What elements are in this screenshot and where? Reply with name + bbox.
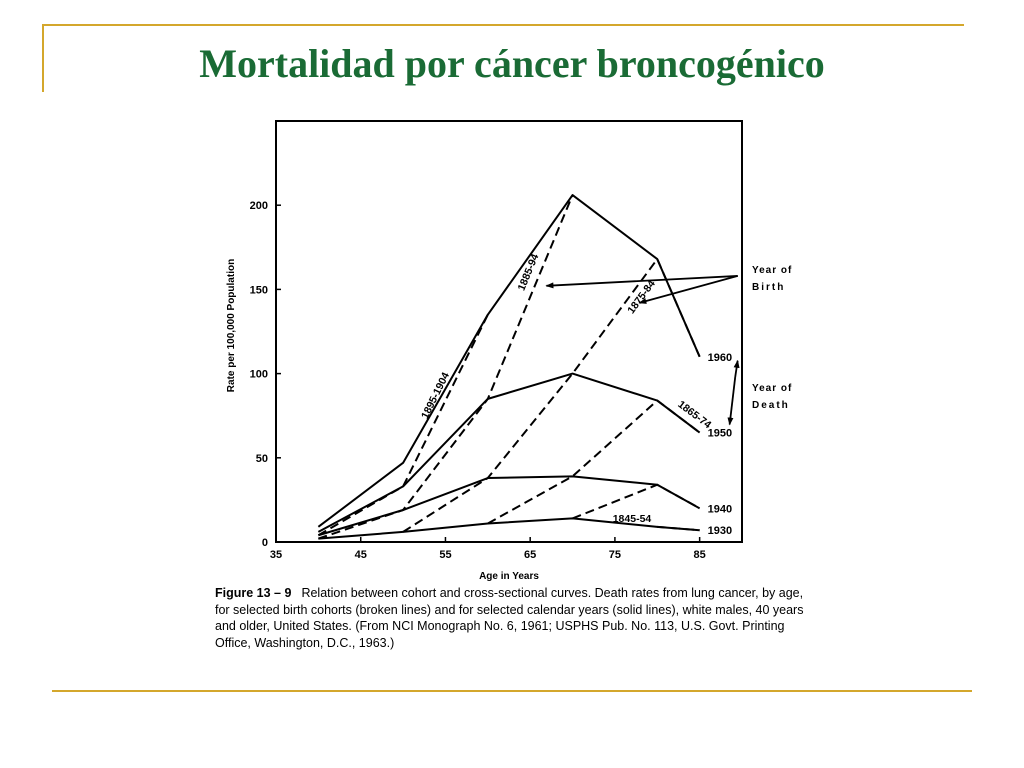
- year-of-birth-label-line2: Birth: [752, 282, 785, 293]
- figure-caption: Figure 13 – 9 Relation between cohort and…: [215, 585, 815, 651]
- x-tick-label-35: 35: [270, 549, 282, 561]
- year-of-death-label-line1: Year of: [752, 383, 792, 394]
- bottom-rule: [52, 690, 972, 692]
- year-of-birth-label-line1: Year of: [752, 265, 792, 276]
- x-tick-label-75: 75: [609, 549, 621, 561]
- axes: 35 45 55 65 75 85 0 50 100 150 200 Age in Years Rate…: [226, 120, 743, 582]
- series-label-1960: 1960: [708, 352, 732, 364]
- series-lines: [317, 194, 701, 540]
- series-labels: 19301940195019601895-19041885-941875-841…: [0, 0, 732, 537]
- series-line-1950: [317, 372, 701, 533]
- series-label-1930: 1930: [708, 525, 732, 537]
- series-label-1885-94: 1885-94: [516, 252, 542, 292]
- series-line-1855-64: [572, 483, 701, 520]
- slide-title: Mortalidad por cáncer broncogénico: [199, 41, 825, 86]
- series-line-1875-84: [402, 258, 701, 533]
- series-label-1865-74: 1865-74: [675, 398, 713, 431]
- x-axis-title: Age in Years: [479, 571, 539, 582]
- y-tick-label-200: 200: [250, 200, 268, 212]
- figure-number: Figure 13 – 9: [215, 586, 292, 600]
- figure-caption-text: Relation between cohort and cross-sectio…: [215, 586, 804, 650]
- series-label-1940: 1940: [708, 503, 732, 515]
- y-tick-label-100: 100: [250, 369, 268, 381]
- y-tick-label-0: 0: [262, 537, 268, 549]
- y-tick-label-150: 150: [250, 284, 268, 296]
- series-label-1845-54: 1845-54: [613, 513, 652, 525]
- x-tick-label-55: 55: [439, 549, 451, 561]
- top-rule: [42, 24, 964, 26]
- year-of-birth-arrow-1875-84: [638, 275, 739, 304]
- legend-annotations: Year of Birth Year of Death: [545, 265, 792, 426]
- series-label-1855-64: 1855-64: [0, 0, 19, 3]
- series-line-1895-1904: [317, 314, 489, 537]
- year-of-death-label-line2: Death: [752, 400, 790, 411]
- series-line-1940: [318, 475, 701, 537]
- year-of-death-arrow-1950: [727, 376, 737, 426]
- plot-frame: [275, 120, 743, 543]
- x-tick-label-65: 65: [524, 549, 536, 561]
- series-line-1845-54: [657, 525, 700, 532]
- y-tick-label-50: 50: [256, 453, 268, 465]
- y-axis-title: Rate per 100,000 Population: [226, 259, 237, 392]
- year-of-birth-arrow-1885-94: [545, 275, 738, 289]
- year-of-death-arrow-1960: [733, 359, 740, 378]
- series-label-1950: 1950: [708, 428, 732, 440]
- series-line-1885-94: [318, 194, 574, 540]
- series-line-1865-74: [487, 399, 701, 525]
- left-rule: [42, 24, 44, 92]
- x-tick-label-45: 45: [355, 549, 367, 561]
- x-tick-label-85: 85: [694, 549, 706, 561]
